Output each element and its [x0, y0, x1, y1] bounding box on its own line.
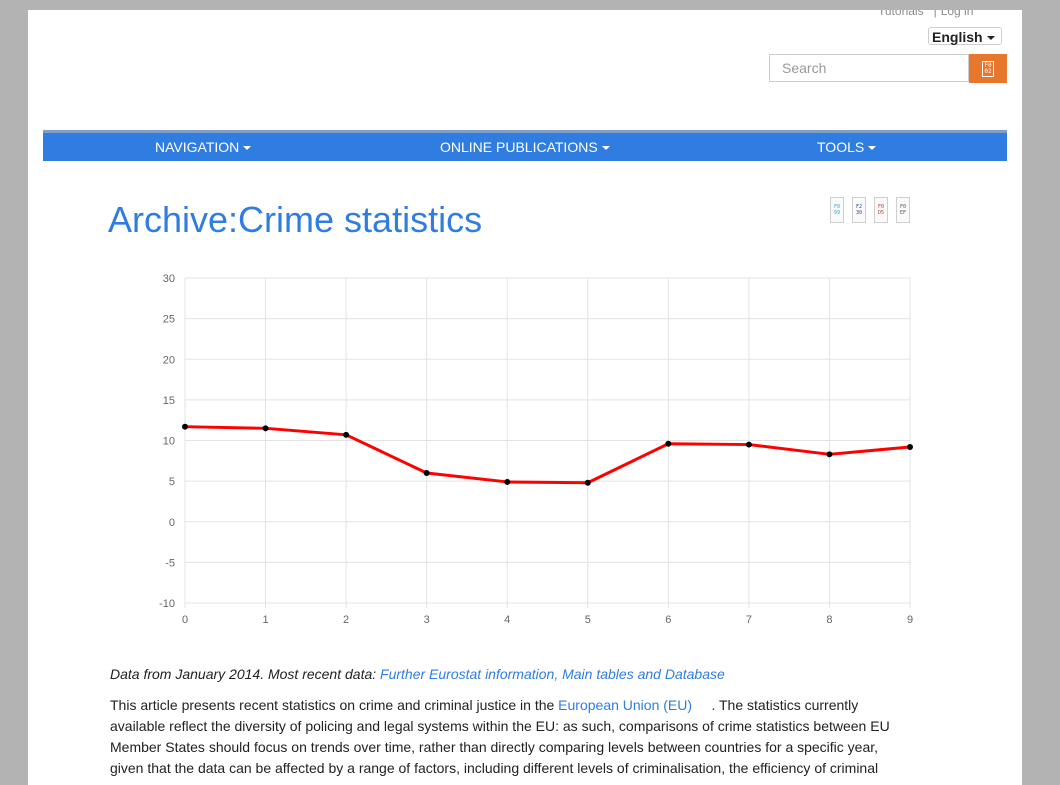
y-tick-label: 30 — [163, 273, 175, 285]
data-source-line: Data from January 2014. Most recent data… — [110, 666, 725, 682]
chart-svg: 30 25 20 15 10 5 0 -5 -10 0 1 2 3 4 5 6 7 8 9 — [159, 273, 913, 626]
data-point — [584, 479, 591, 486]
chevron-down-icon — [243, 146, 252, 151]
y-tick-label: -10 — [159, 598, 175, 610]
nav-item-online-publications[interactable]: ONLINE PUBLICATIONS — [440, 133, 610, 161]
data-point — [745, 441, 752, 448]
share-icon[interactable]: F0 99 — [830, 197, 844, 223]
search-icon: F0 02 — [982, 60, 994, 77]
pdf-icon[interactable]: F0 D5 — [874, 197, 888, 223]
main-navbar: NAVIGATION ONLINE PUBLICATIONS TOOLS — [43, 130, 1007, 161]
x-tick-label: 4 — [504, 614, 510, 626]
chevron-down-icon — [868, 146, 877, 151]
further-information-link[interactable]: Further Eurostat information, Main table… — [380, 666, 725, 682]
x-tick-label: 2 — [343, 614, 349, 626]
chevron-down-icon — [986, 36, 995, 41]
y-tick-label: -5 — [165, 557, 175, 569]
language-label: English — [932, 29, 983, 45]
y-tick-label: 20 — [163, 354, 175, 366]
x-tick-label: 3 — [424, 614, 430, 626]
x-tick-label: 9 — [907, 614, 913, 626]
x-tick-label: 6 — [665, 614, 671, 626]
intro-paragraph: This article presents recent statistics … — [110, 695, 900, 779]
intro-text-rest: . The statistics currently available ref… — [110, 697, 894, 776]
nav-item-navigation[interactable]: NAVIGATION — [155, 133, 252, 161]
nav-item-label: TOOLS — [817, 139, 865, 155]
data-point — [343, 431, 350, 438]
y-tick-label: 5 — [169, 476, 175, 488]
data-point — [504, 478, 511, 485]
print-icon[interactable]: F2 30 — [852, 197, 866, 223]
data-point — [262, 425, 269, 432]
x-tick-label: 7 — [746, 614, 752, 626]
page-title: Archive:Crime statistics — [108, 199, 483, 240]
bookmark-icon[interactable]: F0 EF — [896, 197, 910, 223]
y-tick-label: 25 — [163, 314, 175, 326]
intro-text-start: This article presents recent statistics … — [110, 697, 559, 713]
article-intro: This article presents recent statistics … — [110, 695, 900, 779]
line-chart: 30 25 20 15 10 5 0 -5 -10 0 1 2 3 4 5 6 7 8 9 — [108, 258, 928, 633]
eu-link[interactable]: European Union (EU) — [558, 697, 693, 713]
language-selector[interactable]: English — [928, 27, 1002, 45]
x-tick-label: 5 — [585, 614, 591, 626]
nav-item-label: ONLINE PUBLICATIONS — [440, 139, 598, 155]
nav-item-tools[interactable]: TOOLS — [817, 133, 877, 161]
y-tick-label: 0 — [169, 517, 175, 529]
search-input[interactable] — [769, 54, 969, 82]
nav-item-label: NAVIGATION — [155, 139, 240, 155]
x-tick-label: 8 — [826, 614, 832, 626]
series-line — [184, 425, 911, 485]
data-source-prefix: Data from January 2014. Most recent data… — [110, 666, 381, 682]
data-point — [826, 451, 833, 458]
top-links: Tutorials | Log in — [878, 10, 973, 18]
x-tick-label: 1 — [262, 614, 268, 626]
tutorials-link[interactable]: Tutorials — [878, 10, 924, 18]
chevron-down-icon — [601, 146, 610, 151]
data-point — [665, 440, 672, 447]
data-point — [182, 423, 188, 430]
y-tick-label: 15 — [163, 395, 175, 407]
top-links-separator: | — [933, 10, 937, 18]
x-tick-label: 0 — [182, 614, 188, 626]
y-tick-label: 10 — [163, 436, 175, 448]
login-link[interactable]: Log in — [940, 10, 974, 18]
data-point — [907, 444, 913, 450]
data-point — [423, 470, 430, 476]
search-button[interactable]: F0 02 — [969, 54, 1007, 83]
